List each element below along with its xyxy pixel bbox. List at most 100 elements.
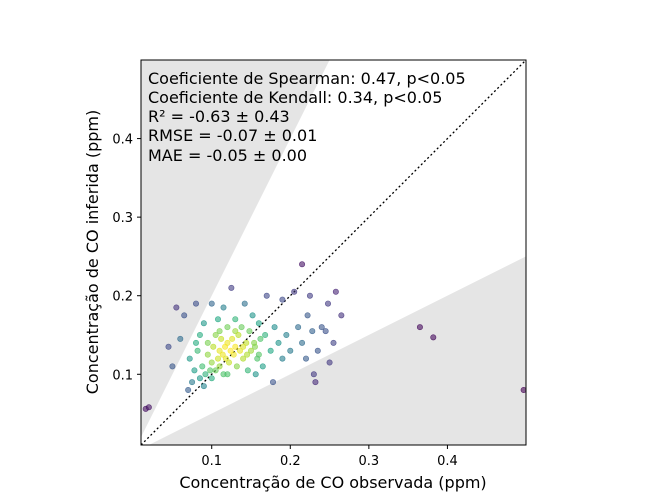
scatter-point: [244, 351, 251, 358]
scatter-point: [299, 261, 306, 268]
y-tick-label: 0.3: [112, 211, 133, 226]
scatter-point: [169, 363, 176, 370]
scatter-point: [224, 324, 231, 331]
scatter-point: [196, 375, 203, 382]
scatter-point: [314, 347, 321, 354]
scatter-point: [216, 328, 223, 335]
scatter-point: [306, 292, 313, 299]
scatter-point: [244, 367, 251, 374]
scatter-point: [255, 351, 262, 358]
rmse-annotation: RMSE = -0.07 ± 0.01: [148, 126, 317, 145]
scatter-point: [237, 347, 244, 354]
scatter-point: [230, 351, 237, 358]
scatter-point: [204, 351, 211, 358]
scatter-point: [220, 304, 227, 311]
scatter-point: [200, 320, 207, 327]
r2-annotation: R² = -0.63 ± 0.43: [148, 107, 290, 126]
scatter-point: [304, 312, 311, 319]
scatter-point: [208, 300, 215, 307]
scatter-point: [291, 288, 298, 295]
scatter-point: [212, 367, 219, 374]
scatter-point: [252, 371, 259, 378]
scatter-point: [520, 387, 526, 393]
scatter-point: [232, 343, 239, 350]
x-tick-label: 0.1: [201, 454, 222, 469]
x-axis-ticks: 0.1 0.2 0.3 0.4: [201, 445, 458, 469]
scatter-point: [238, 324, 245, 331]
scatter-point: [186, 355, 193, 362]
y-tick-label: 0.4: [112, 133, 133, 148]
y-tick-label: 0.2: [112, 290, 133, 305]
y-axis-label: Concentração de CO inferida (ppm): [83, 110, 102, 394]
scatter-point: [191, 367, 198, 374]
scatter-point: [229, 335, 236, 342]
scatter-point: [295, 324, 302, 331]
scatter-point: [202, 371, 209, 378]
scatter-point: [222, 355, 229, 362]
scatter-point: [216, 347, 223, 354]
scatter-point: [208, 375, 215, 382]
scatter-point: [219, 351, 226, 358]
x-axis-label: Concentração de CO observada (ppm): [179, 473, 486, 492]
scatter-point: [193, 300, 200, 307]
scatter-point: [189, 379, 196, 386]
scatter-point: [257, 335, 264, 342]
scatter-point: [332, 288, 339, 295]
scatter-point: [267, 347, 274, 354]
x-tick-label: 0.2: [280, 454, 301, 469]
scatter-point: [222, 343, 229, 350]
scatter-point: [283, 331, 290, 338]
scatter-point: [215, 316, 222, 323]
scatter-point: [324, 300, 331, 307]
scatter-point: [226, 359, 233, 366]
scatter-point: [233, 363, 240, 370]
scatter-point: [248, 347, 255, 354]
scatter-point: [322, 328, 329, 335]
scatter-point: [145, 404, 152, 411]
scatter-point: [215, 355, 222, 362]
scatter-point: [326, 359, 333, 366]
scatter-point: [251, 339, 258, 346]
scatter-point: [232, 316, 239, 323]
scatter-point: [309, 328, 316, 335]
scatter-points: [142, 261, 526, 412]
scatter-point: [216, 363, 223, 370]
scatter-point: [240, 355, 247, 362]
scatter-point: [330, 339, 337, 346]
scatter-point: [241, 300, 248, 307]
plot-frame: [140, 59, 527, 446]
x-tick-label: 0.3: [359, 454, 380, 469]
scatter-point: [430, 334, 437, 341]
scatter-point: [310, 371, 317, 378]
scatter-point: [228, 284, 235, 291]
scatter-point: [185, 386, 192, 393]
scatter-point: [204, 339, 211, 346]
scatter-point: [279, 355, 286, 362]
scatter-point: [194, 347, 201, 354]
scatter-point: [259, 363, 266, 370]
scatter-point: [207, 367, 214, 374]
scatter-point: [235, 331, 242, 338]
scatter-point: [269, 379, 276, 386]
scatter-point: [165, 343, 172, 350]
scatter-point: [210, 343, 217, 350]
scatter-point: [173, 304, 180, 311]
spearman-annotation: Coeficiente de Spearman: 0.47, p<0.05: [148, 69, 466, 88]
scatter-point: [279, 296, 286, 303]
scatter-point: [318, 324, 325, 331]
kendall-annotation: Coeficiente de Kendall: 0.34, p<0.05: [148, 88, 442, 107]
scatter-point: [302, 355, 309, 362]
scatter-point: [275, 339, 282, 346]
scatter-point: [218, 335, 225, 342]
scatter-point: [299, 339, 306, 346]
y-axis-ticks: 0.1 0.2 0.3 0.4: [112, 133, 141, 383]
scatter-point: [199, 363, 206, 370]
scatter-point: [196, 331, 203, 338]
scatter-point: [208, 359, 215, 366]
identity-line: [141, 60, 526, 445]
scatter-point: [227, 347, 234, 354]
scatter-point: [181, 312, 188, 319]
x-tick-label: 0.4: [437, 454, 458, 469]
scatter-point: [240, 343, 247, 350]
